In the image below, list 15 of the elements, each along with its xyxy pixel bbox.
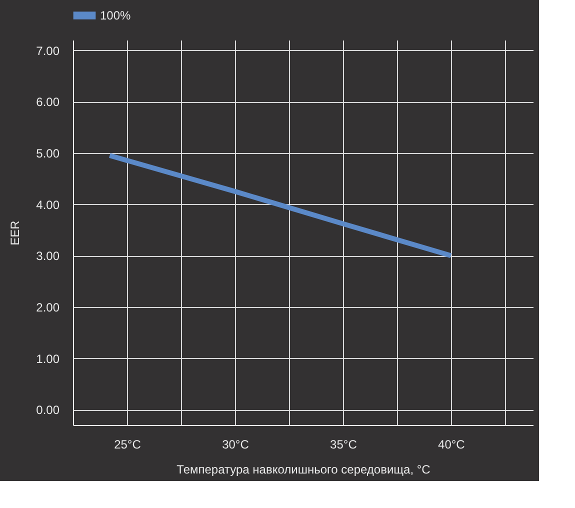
y-tick-label: 2.00 [36,300,60,314]
y-tick-label: 4.00 [36,198,60,212]
x-tick-label: 35°C [330,438,358,452]
y-tick-label: 1.00 [36,352,60,366]
y-tick-label: 7.00 [36,44,60,58]
y-tick-label: 6.00 [36,95,60,110]
x-tick-label: 40°C [438,438,466,452]
y-tick-label: 0.00 [36,403,60,418]
y-axis-title: EER [8,220,22,246]
x-axis-title: Температура навколишнього середовища, °C [176,462,431,476]
x-tick-label: 30°C [222,438,250,452]
x-tick-label: 25°C [114,438,142,452]
y-tick-label: 5.00 [36,146,60,160]
legend-label: 100% [100,8,132,22]
y-tick-label: 3.00 [36,249,60,264]
